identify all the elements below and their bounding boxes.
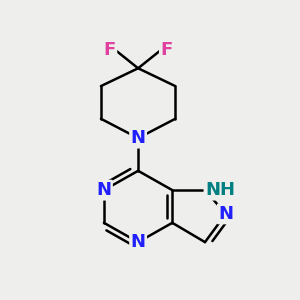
Text: F: F [103,41,116,59]
Text: NH: NH [205,181,235,199]
Text: N: N [96,181,111,199]
Text: N: N [130,129,146,147]
Text: F: F [160,41,173,59]
Text: N: N [130,233,146,251]
Text: N: N [218,205,233,223]
